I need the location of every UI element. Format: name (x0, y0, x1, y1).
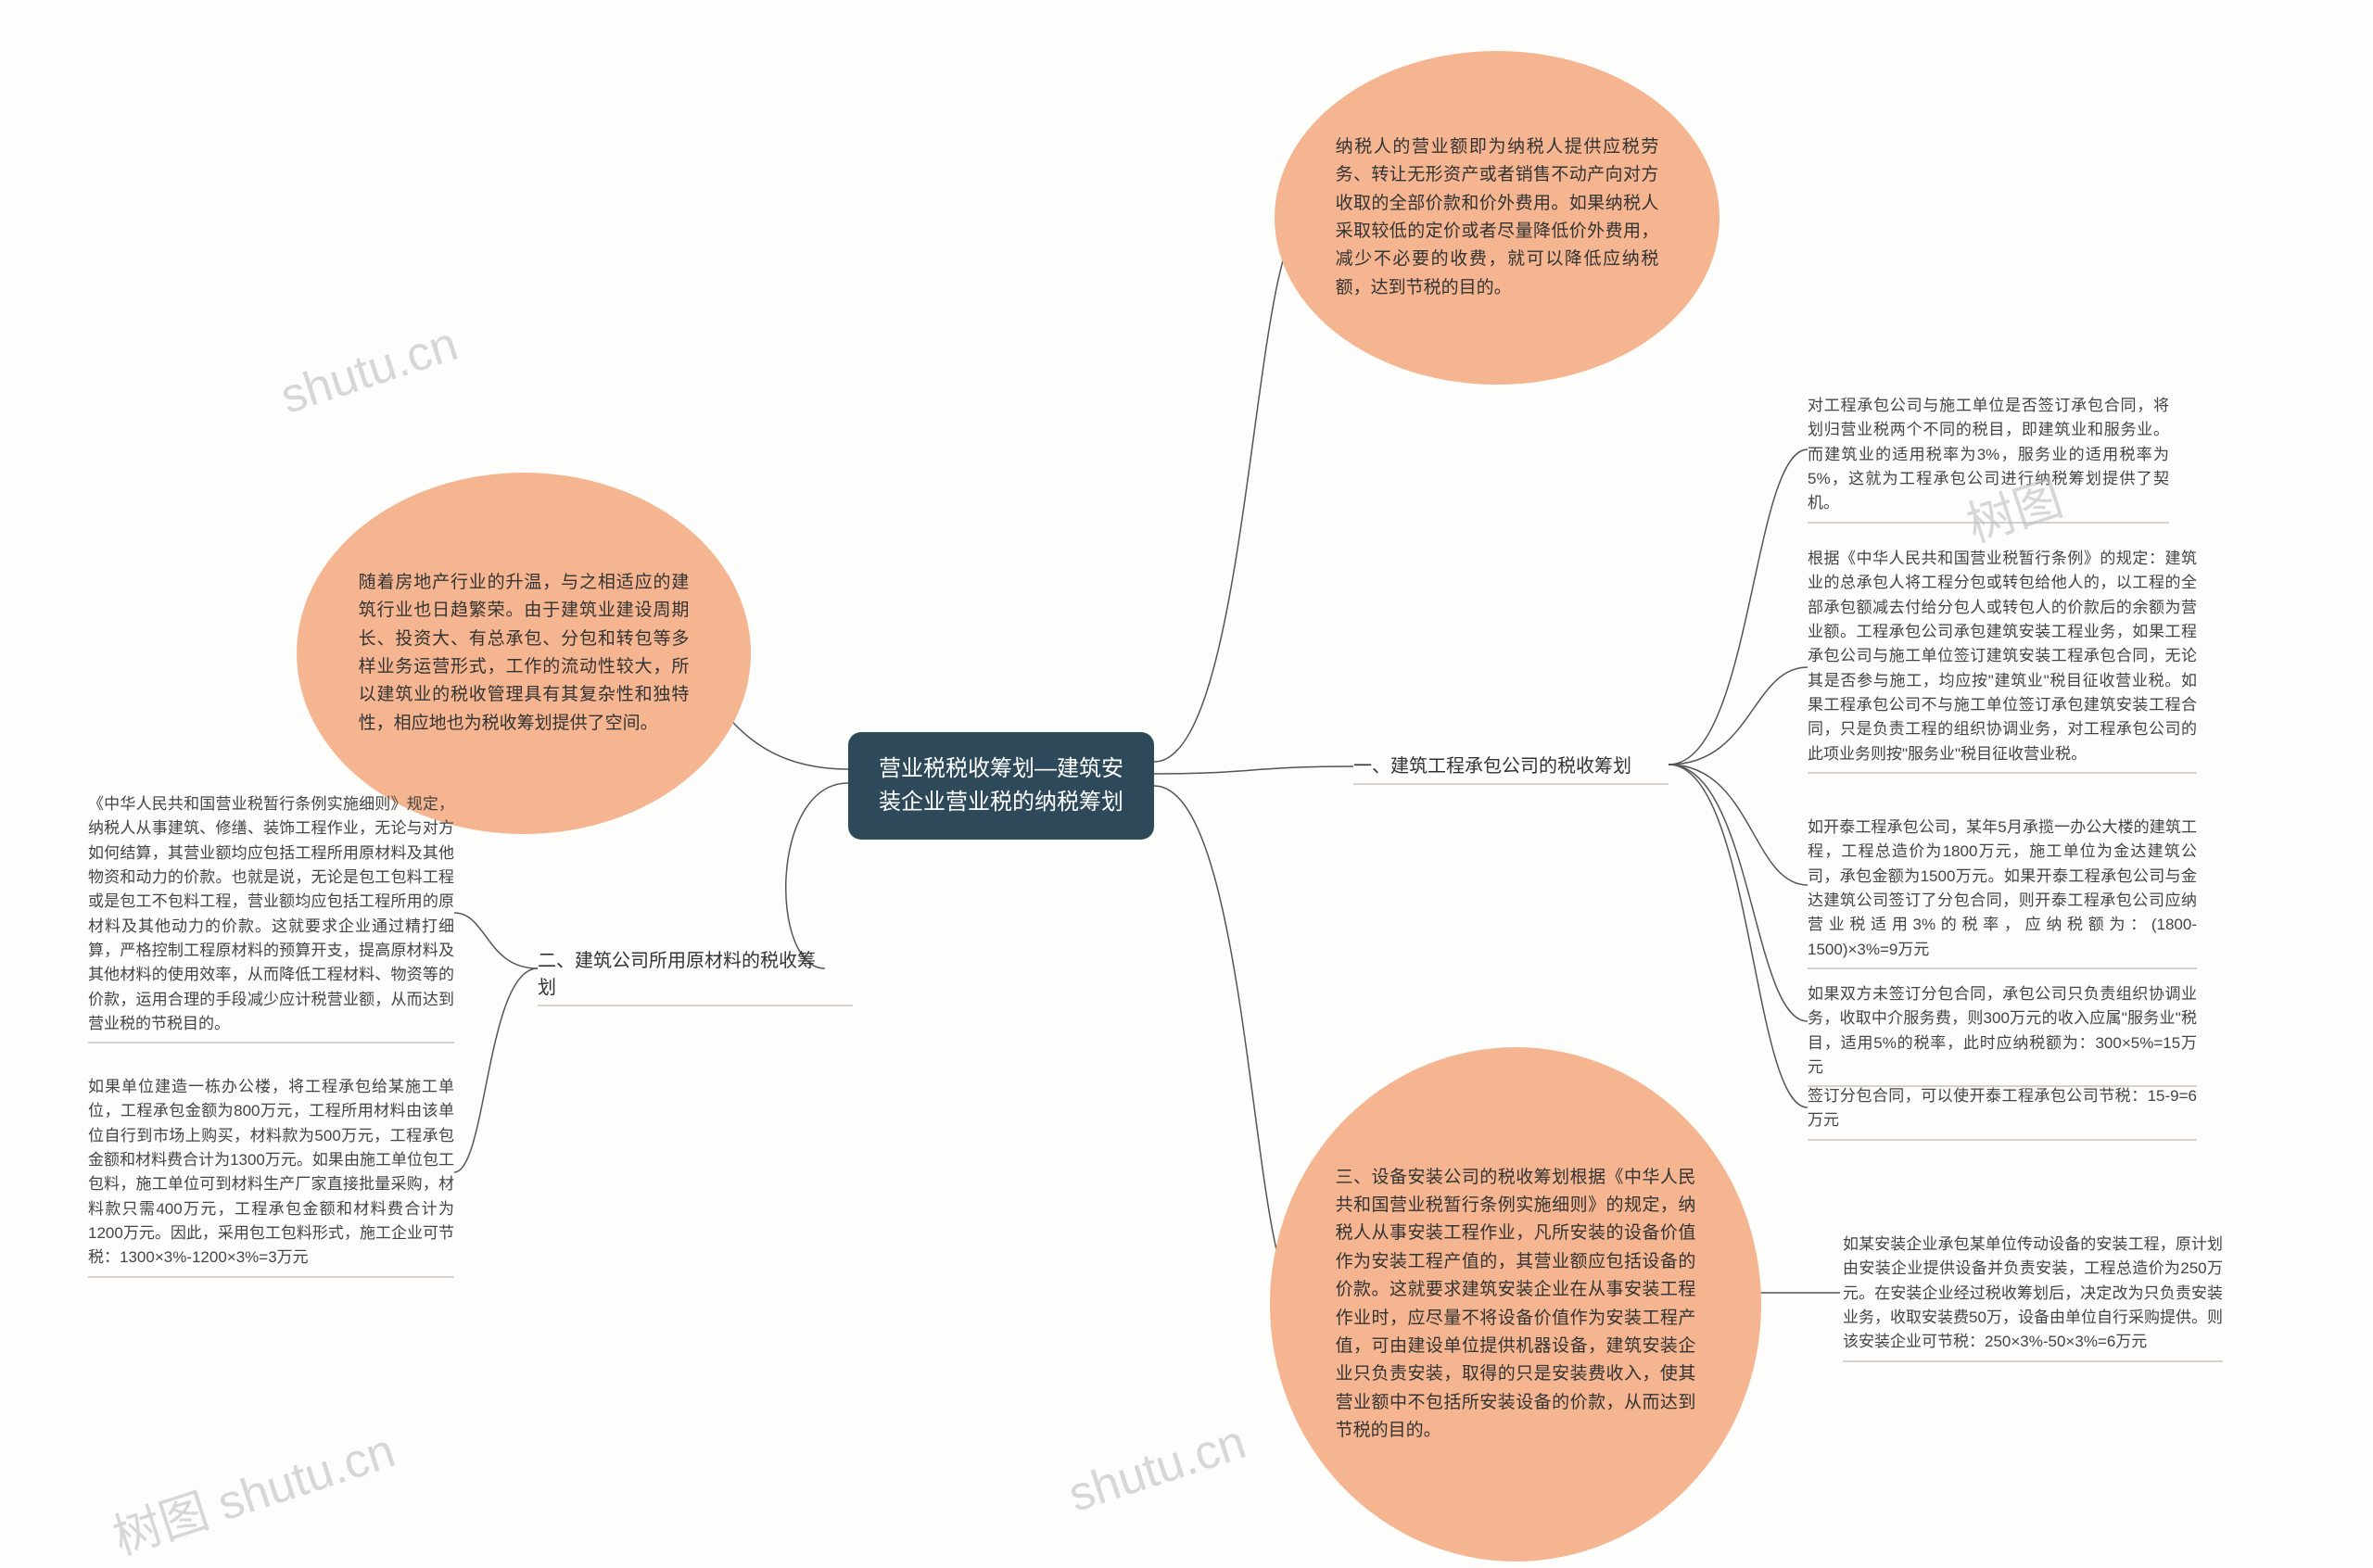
branch-section2-text: 二、建筑公司所用原材料的税收筹 划 (538, 951, 816, 998)
leaf-s1-e: 签订分包合同，可以使开泰工程承包公司节税：15-9=6万元 (1808, 1084, 2197, 1141)
ellipse-intro-text: 随着房地产行业的升温，与之相适应的建筑行业也日趋繁荣。由于建筑业建设周期长、投资… (359, 569, 690, 738)
ellipse-section3-text: 三、设备安装公司的税收筹划根据《中华人民共和国营业税暂行条例实施细则》的规定，纳… (1336, 1164, 1696, 1446)
watermark-0: shutu.cn (274, 316, 464, 425)
watermark-3: shutu.cn (1062, 1414, 1252, 1524)
leaf-s1-c: 如开泰工程承包公司，某年5月承揽一办公大楼的建筑工程，工程总造价为1800万元，… (1808, 816, 2197, 969)
center-text: 营业税税收筹划—建筑安 装企业营业税的纳税筹划 (879, 756, 1123, 815)
leaf-s3-a: 如某安装企业承包某单位传动设备的安装工程，原计划由安装企业提供设备并负责安装，工… (1843, 1233, 2223, 1362)
branch-section1-text: 一、建筑工程承包公司的税收筹划 (1353, 756, 1631, 777)
center-node: 营业税税收筹划—建筑安 装企业营业税的纳税筹划 (848, 732, 1154, 840)
leaf-s2-b: 如果单位建造一栋办公楼，将工程承包给某施工单位，工程承包金额为800万元，工程所… (88, 1075, 454, 1278)
leaf-s1-b: 根据《中华人民共和国营业税暂行条例》的规定：建筑业的总承包人将工程分包或转包给他… (1808, 547, 2197, 774)
leaf-s1-a: 对工程承包公司与施工单位是否签订承包合同，将划归营业税两个不同的税目，即建筑业和… (1808, 394, 2169, 524)
ellipse-top-text: 纳税人的营业额即为纳税人提供应税劳务、转让无形资产或者销售不动产向对方收取的全部… (1336, 133, 1659, 302)
branch-section1: 一、建筑工程承包公司的税收筹划 (1353, 751, 1669, 785)
watermark-2: 树图 shutu.cn (103, 1411, 402, 1568)
leaf-s1-d: 如果双方未签订分包合同，承包公司只负责组织协调业务，收取中介服务费，则300万元… (1808, 982, 2197, 1087)
ellipse-section3: 三、设备安装公司的税收筹划根据《中华人民共和国营业税暂行条例实施细则》的规定，纳… (1270, 1047, 1761, 1562)
branch-section2: 二、建筑公司所用原材料的税收筹 划 (538, 945, 853, 1006)
ellipse-top: 纳税人的营业额即为纳税人提供应税劳务、转让无形资产或者销售不动产向对方收取的全部… (1275, 51, 1719, 385)
ellipse-intro: 随着房地产行业的升温，与之相适应的建筑行业也日趋繁荣。由于建筑业建设周期长、投资… (297, 473, 751, 834)
leaf-s2-a: 《中华人民共和国营业税暂行条例实施细则》规定，纳税人从事建筑、修缮、装饰工程作业… (88, 792, 454, 1043)
